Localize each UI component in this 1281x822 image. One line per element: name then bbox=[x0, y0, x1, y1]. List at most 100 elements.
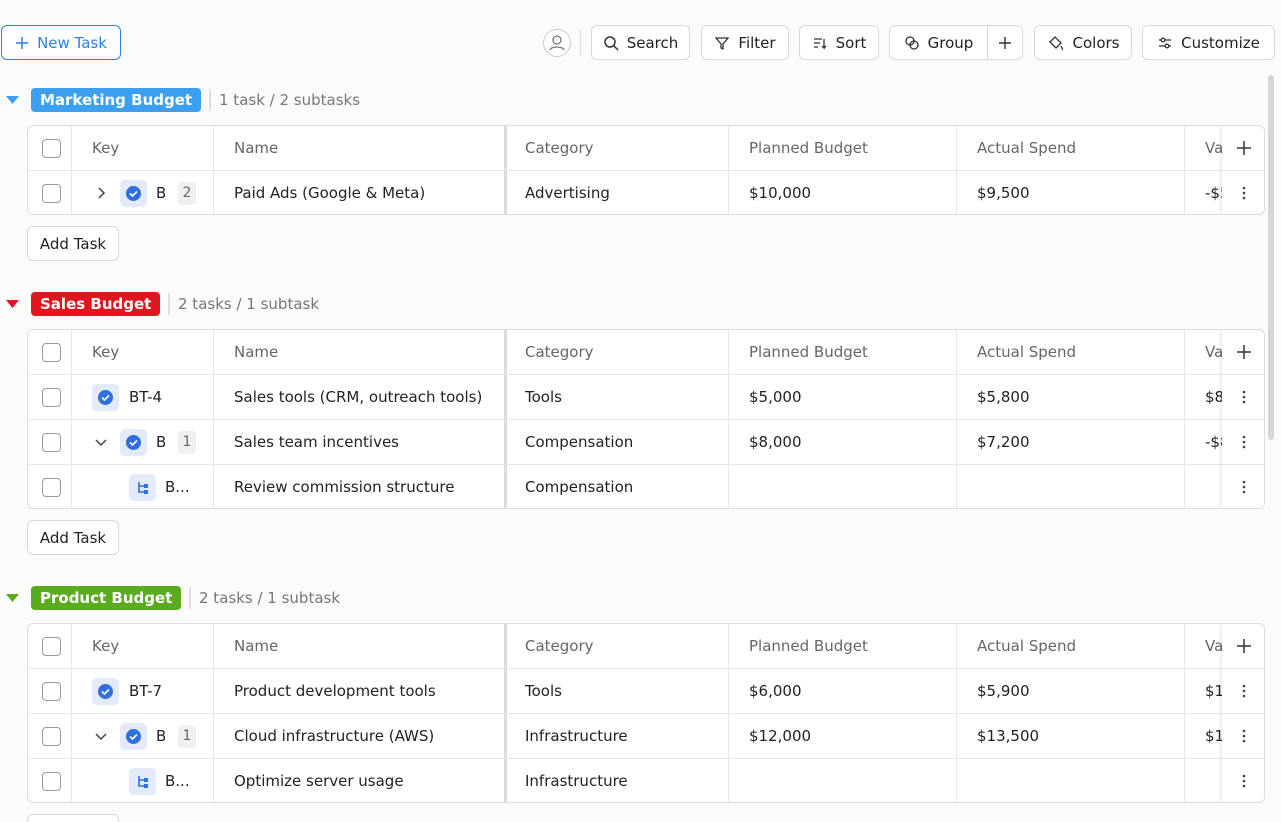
column-divider bbox=[213, 171, 214, 214]
variance: $1 bbox=[1205, 682, 1222, 700]
column-divider bbox=[71, 624, 72, 669]
group-label[interactable]: Sales Budget bbox=[31, 292, 161, 316]
actual-spend: $5,800 bbox=[977, 388, 1030, 406]
task-name: Sales tools (CRM, outreach tools) bbox=[234, 388, 483, 406]
column-divider bbox=[1184, 714, 1185, 759]
row-divider bbox=[28, 464, 1264, 465]
checkbox[interactable] bbox=[42, 433, 61, 452]
column-divider bbox=[1184, 465, 1185, 508]
column-divider bbox=[728, 126, 729, 171]
actual-spend: $13,500 bbox=[977, 727, 1040, 745]
column-divider bbox=[71, 714, 72, 759]
row-divider bbox=[1222, 713, 1264, 714]
column-divider bbox=[504, 126, 507, 171]
colors-button[interactable]: Colors bbox=[1034, 25, 1132, 60]
column-divider bbox=[1184, 420, 1185, 465]
column-header: Name bbox=[234, 343, 279, 361]
column-divider bbox=[728, 330, 729, 375]
column-divider bbox=[728, 714, 729, 759]
variance: $8 bbox=[1205, 388, 1222, 406]
group-label[interactable]: Marketing Budget bbox=[31, 88, 202, 112]
checkbox[interactable] bbox=[42, 478, 61, 497]
subtask-icon bbox=[129, 474, 156, 501]
checkbox[interactable] bbox=[42, 343, 61, 362]
row-divider bbox=[28, 713, 1264, 714]
collapse-toggle[interactable] bbox=[6, 96, 19, 104]
group-button[interactable]: Group bbox=[889, 25, 988, 60]
task-category: Compensation bbox=[525, 478, 634, 496]
group-label[interactable]: Product Budget bbox=[31, 586, 182, 610]
add-task-button[interactable]: Add Task bbox=[27, 814, 119, 822]
row-menu[interactable] bbox=[1242, 729, 1246, 743]
planned-budget: $6,000 bbox=[749, 682, 802, 700]
checkbox[interactable] bbox=[42, 139, 61, 158]
row-menu[interactable] bbox=[1242, 774, 1246, 788]
divider bbox=[168, 293, 170, 315]
column-divider bbox=[71, 126, 72, 171]
column-header: Planned Budget bbox=[749, 139, 868, 157]
expand-toggle[interactable] bbox=[94, 186, 108, 200]
new-task-label: New Task bbox=[37, 33, 107, 52]
checkbox[interactable] bbox=[42, 772, 61, 791]
expand-toggle[interactable] bbox=[94, 435, 108, 449]
column-divider bbox=[956, 624, 957, 669]
task-name: Product development tools bbox=[234, 682, 436, 700]
checkbox[interactable] bbox=[42, 388, 61, 407]
task-category: Advertising bbox=[525, 184, 610, 202]
column-header: Va bbox=[1205, 343, 1224, 361]
filter-button[interactable]: Filter bbox=[701, 25, 789, 60]
row-divider bbox=[1222, 419, 1264, 420]
add-column-button[interactable] bbox=[1236, 638, 1252, 654]
search-button[interactable]: Search bbox=[591, 25, 690, 60]
scrollbar[interactable] bbox=[1268, 75, 1274, 440]
row-divider bbox=[1222, 758, 1264, 759]
row-menu[interactable] bbox=[1242, 186, 1246, 200]
task-key: B bbox=[156, 183, 165, 203]
checkbox[interactable] bbox=[42, 637, 61, 656]
task-icon bbox=[92, 384, 119, 411]
row-divider bbox=[28, 374, 1264, 375]
filter-label: Filter bbox=[738, 33, 776, 52]
checkbox[interactable] bbox=[42, 682, 61, 701]
row-menu[interactable] bbox=[1242, 390, 1246, 404]
sort-label: Sort bbox=[835, 33, 867, 52]
collapse-toggle[interactable] bbox=[6, 300, 19, 308]
checkbox[interactable] bbox=[42, 727, 61, 746]
add-column-button[interactable] bbox=[1236, 140, 1252, 156]
add-group-button[interactable] bbox=[987, 25, 1023, 60]
column-divider bbox=[1184, 330, 1185, 375]
sort-button[interactable]: Sort bbox=[799, 25, 879, 60]
avatar[interactable] bbox=[543, 29, 571, 57]
task-category: Tools bbox=[525, 388, 562, 406]
add-task-button[interactable]: Add Task bbox=[27, 520, 119, 555]
column-divider bbox=[71, 465, 72, 508]
column-header: Planned Budget bbox=[749, 637, 868, 655]
row-divider bbox=[28, 170, 1264, 171]
column-divider bbox=[213, 330, 214, 375]
divider bbox=[209, 89, 211, 111]
add-column-button[interactable] bbox=[1236, 344, 1252, 360]
task-icon bbox=[92, 678, 119, 705]
divider bbox=[580, 30, 581, 56]
task-icon bbox=[120, 429, 147, 456]
row-divider bbox=[28, 419, 1264, 420]
customize-button[interactable]: Customize bbox=[1142, 25, 1275, 60]
column-divider bbox=[213, 714, 214, 759]
column-divider bbox=[71, 330, 72, 375]
add-task-button[interactable]: Add Task bbox=[27, 226, 119, 261]
column-divider bbox=[213, 375, 214, 420]
row-menu[interactable] bbox=[1242, 480, 1246, 494]
column-header: Va bbox=[1205, 139, 1224, 157]
column-divider bbox=[504, 714, 507, 759]
column-divider bbox=[504, 669, 507, 714]
checkbox[interactable] bbox=[42, 184, 61, 203]
collapse-toggle[interactable] bbox=[6, 594, 19, 602]
group-summary: 2 tasks / 1 subtask bbox=[199, 589, 341, 607]
column-header: Actual Spend bbox=[977, 139, 1077, 157]
row-menu[interactable] bbox=[1242, 684, 1246, 698]
column-divider bbox=[728, 375, 729, 420]
row-menu[interactable] bbox=[1242, 435, 1246, 449]
new-task-button[interactable]: New Task bbox=[1, 25, 121, 60]
expand-toggle[interactable] bbox=[94, 729, 108, 743]
column-divider bbox=[956, 171, 957, 214]
